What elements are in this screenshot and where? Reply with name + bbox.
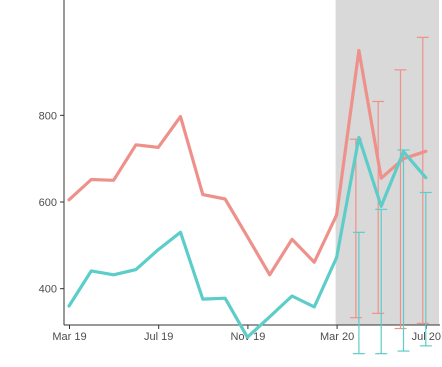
error-bar — [375, 208, 388, 355]
error-bar — [352, 231, 365, 355]
error-bar — [394, 69, 407, 330]
x-tick-label: Mar 19 — [52, 331, 86, 343]
x-tick-label: Mar 20 — [320, 331, 354, 343]
error-bar — [372, 100, 385, 314]
series-line-1 — [67, 48, 428, 277]
error-bar — [397, 149, 410, 352]
series-lines — [67, 48, 428, 339]
error-bars — [349, 36, 432, 355]
error-bar — [416, 36, 429, 324]
series-line-2 — [67, 135, 428, 339]
y-tick-label: 600 — [39, 197, 57, 209]
x-ticks: Mar 19 Jul 19 Nov 19 Mar 20 Jul 20 — [52, 325, 441, 343]
error-bar — [419, 191, 432, 347]
highlight-region — [335, 0, 439, 325]
y-tick-label: 400 — [39, 284, 57, 296]
y-ticks: 400 600 800 — [39, 110, 64, 296]
y-tick-label: 800 — [39, 110, 57, 122]
x-tick-label: Jul 19 — [144, 331, 173, 343]
